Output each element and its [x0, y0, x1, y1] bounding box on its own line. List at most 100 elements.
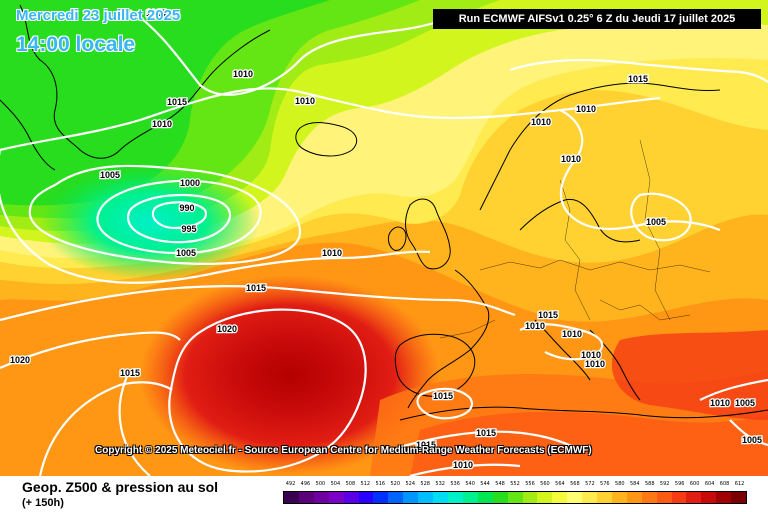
isobar-1000: [96, 179, 262, 255]
isobar-1010-east: [699, 378, 768, 401]
isobar-1015-west-high: [0, 331, 181, 370]
scale-swatch: [626, 492, 642, 503]
scale-swatch: [403, 492, 419, 503]
scale-swatch: [328, 492, 344, 503]
scale-swatch: [537, 492, 553, 503]
greenland-coast: [19, 4, 271, 159]
isobar-990: [151, 201, 208, 230]
scale-swatch: [418, 492, 434, 503]
scale-label: 516: [375, 481, 386, 487]
color-scale-bar: [283, 491, 747, 504]
isobar-label: 1015: [476, 428, 496, 438]
forecast-date: Mercredi 23 juillet 2025: [16, 7, 181, 24]
scale-swatch: [656, 492, 672, 503]
scale-swatch: [433, 492, 448, 503]
scale-label: 572: [585, 481, 595, 487]
iceland-coast: [295, 122, 358, 157]
scale-swatch: [358, 492, 374, 503]
isobar-label: 1010: [453, 460, 473, 470]
isobar-1015-mid: [0, 285, 516, 322]
scale-label: 580: [615, 481, 625, 487]
isobar-label: 1010: [233, 69, 253, 79]
isobar-label: 1015: [246, 283, 266, 293]
scale-label: 600: [689, 481, 700, 487]
scale-swatch: [716, 492, 732, 503]
scale-swatch: [284, 492, 299, 503]
north-africa-coast: [399, 406, 768, 421]
isobar-label: 1005: [742, 435, 762, 445]
isobar-1005: [28, 164, 302, 265]
isobar-1015-south: [416, 387, 473, 420]
isobar-1010-west: [0, 150, 431, 284]
isobar-label: 1010: [322, 248, 342, 258]
scale-label: 548: [495, 481, 505, 487]
isobar-1010-alps: [519, 323, 604, 361]
scale-label: 532: [435, 481, 445, 487]
greenland-coast-west: [0, 99, 56, 171]
scale-swatch: [567, 492, 583, 503]
scale-swatch: [552, 492, 568, 503]
isobar-1020: [168, 308, 367, 473]
scale-swatch: [611, 492, 627, 503]
isobar-label: 1015: [146, 8, 166, 18]
scale-label: 536: [450, 481, 460, 487]
scale-label: 596: [674, 481, 685, 487]
scale-label: 528: [420, 481, 430, 487]
scale-swatch: [582, 492, 598, 503]
scale-label: 552: [510, 481, 520, 487]
isobar-1020-arc-west: [38, 381, 173, 476]
isobar-1005-east: [630, 192, 692, 242]
isobar-995: [127, 193, 232, 244]
border-lines-eastern-europe: [559, 179, 591, 321]
scale-label: 540: [465, 481, 475, 487]
scale-swatch: [447, 492, 463, 503]
isobar-1015-north: [129, 9, 471, 96]
scale-swatch: [477, 492, 493, 503]
europe-west-coast: [407, 269, 490, 409]
scale-label: 556: [525, 481, 535, 487]
isobar-label: 1010: [152, 119, 172, 129]
scale-label: 564: [555, 481, 565, 487]
scale-label: 576: [600, 481, 610, 487]
isobar-label: 1010: [561, 154, 581, 164]
scale-label: 492: [285, 481, 296, 487]
z500-band-596-east: [611, 330, 768, 420]
border-lines-central-europe: [479, 259, 711, 273]
isobar-label: 1005: [646, 217, 666, 227]
isobar-label: 1010: [295, 96, 315, 106]
border-lines-eastern-europe-2: [639, 139, 671, 321]
isobar-label: 1020: [217, 324, 237, 334]
scale-label: 508: [345, 481, 356, 487]
scale-swatch: [373, 492, 389, 503]
scale-label: 568: [570, 481, 580, 487]
isobar-label: 1010: [710, 398, 730, 408]
scale-label: 588: [644, 481, 655, 487]
scale-label: 496: [300, 481, 311, 487]
scale-swatch: [641, 492, 657, 503]
coastlines: [0, 4, 768, 421]
color-scale-labels: 492 496 500 504 508 512 516 520 524 528 532 536 540 5…: [283, 481, 747, 487]
weather-map: 1015 1010 1015 1010 1010 1005 1000 990 9…: [0, 0, 768, 476]
isobar-1010-africa: [409, 463, 521, 476]
scale-swatch: [507, 492, 523, 503]
scandinavia-coast: [479, 82, 721, 211]
border-lines-balkans: [599, 299, 691, 321]
scale-label: 504: [330, 481, 341, 487]
isobar-label: 1015: [167, 97, 187, 107]
isobar-label: 1005: [735, 398, 755, 408]
isobar-label: 1000: [180, 178, 200, 188]
isobar-1015-africa: [389, 430, 581, 452]
z500-band-592-south: [410, 411, 768, 476]
isobar-label: 1015: [416, 440, 436, 450]
isobar-1010-scand: [559, 109, 721, 232]
british-isles-coast: [405, 198, 451, 270]
scale-swatch: [298, 492, 314, 503]
isobar-1015-ne: [509, 59, 768, 83]
scale-swatch: [492, 492, 508, 503]
scale-swatch: [462, 492, 478, 503]
parameter-title: Geop. Z500 & pression au sol: [22, 479, 219, 495]
scale-swatch: [701, 492, 717, 503]
isobar-label: 1010: [576, 104, 596, 114]
isobar-label: 1015: [538, 310, 558, 320]
isobar-label: 1015: [433, 391, 453, 401]
